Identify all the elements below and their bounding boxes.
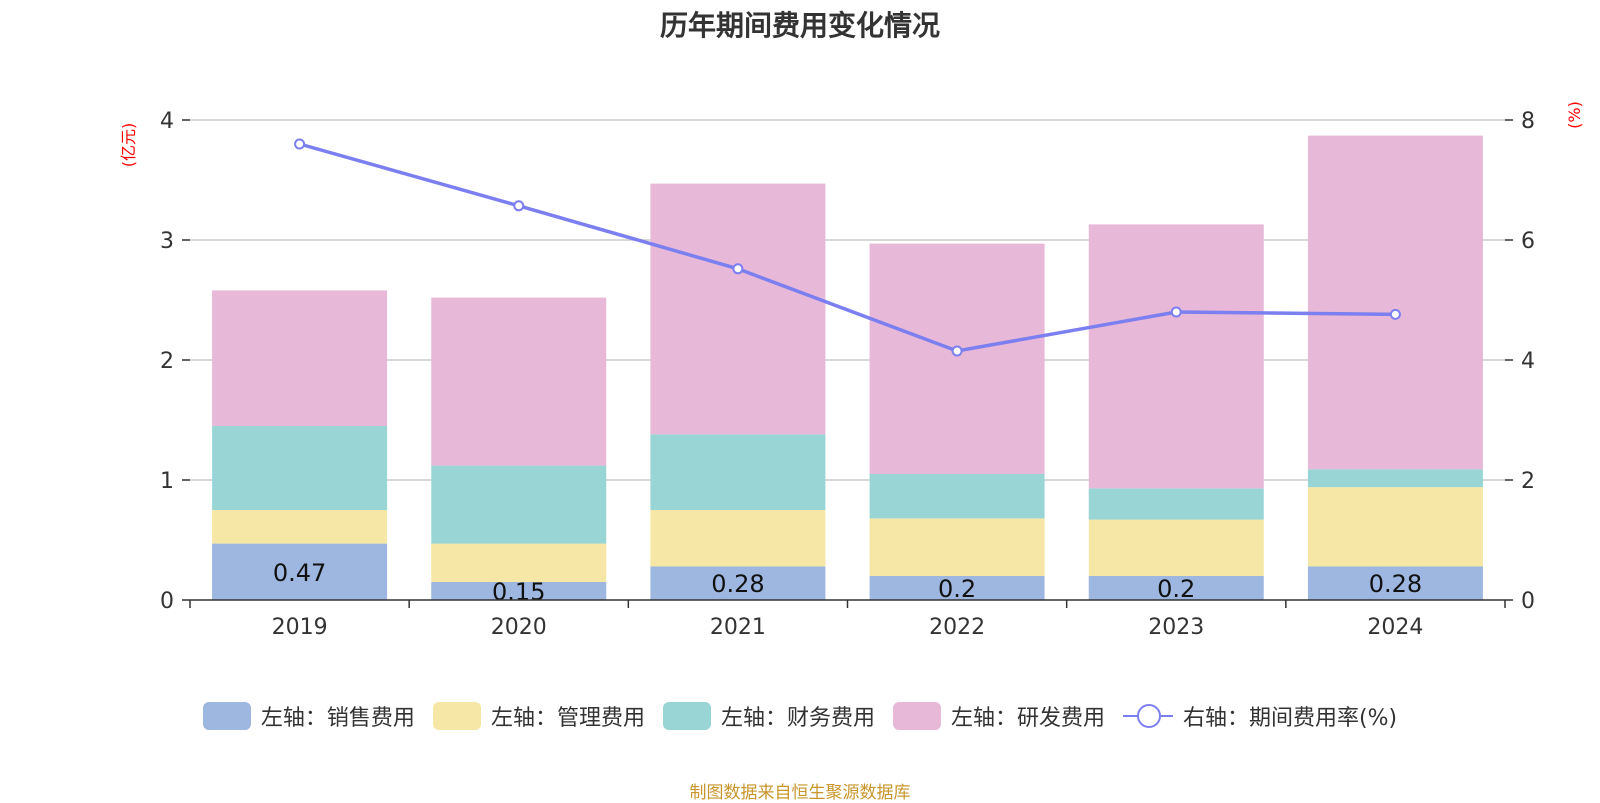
legend-item[interactable]: 右轴：期间费用率(%) [1122, 700, 1398, 732]
legend-label: 右轴：期间费用率(%) [1182, 706, 1398, 731]
bar-segment [650, 183, 826, 435]
y-left-tick-label: 2 [160, 349, 174, 374]
bar-segment [212, 290, 388, 426]
bar-segment [1088, 576, 1264, 600]
legend-swatch [662, 702, 711, 730]
legend-item[interactable]: 左轴：研发费用 [892, 700, 1105, 732]
bar-segment [431, 297, 607, 466]
bar-segment [212, 426, 388, 510]
line-point [732, 263, 744, 275]
bar-segment [1088, 488, 1264, 520]
bar-segment [1307, 135, 1483, 470]
bar-segment [869, 576, 1045, 600]
data-label: 0.28 [711, 570, 764, 598]
legend-label: 左轴：销售费用 [260, 706, 415, 731]
x-tick-label: 2020 [491, 615, 547, 640]
bar-segment [431, 582, 607, 600]
y-left-tick-label: 0 [160, 589, 174, 614]
y-left-tick-label: 1 [160, 469, 174, 494]
data-label: 0.15 [492, 578, 545, 606]
legend-item[interactable]: 左轴：销售费用 [202, 700, 415, 732]
source-note: 制图数据来自恒生聚源数据库 [689, 783, 911, 803]
legend-label: 左轴：研发费用 [950, 706, 1105, 731]
line-series-rate [299, 142, 1396, 353]
bar-segment [1307, 566, 1483, 600]
x-tick-label: 2022 [929, 615, 985, 640]
bar-segment [1307, 469, 1483, 488]
bar-segment [869, 474, 1045, 519]
x-tick-label: 2019 [272, 615, 328, 640]
y-left-tick-label: 4 [160, 109, 174, 134]
legend-swatch [202, 702, 251, 730]
y-right-tick-label: 4 [1521, 349, 1535, 374]
bar-segment [869, 243, 1045, 474]
y-right-tick-label: 2 [1521, 469, 1535, 494]
data-label: 0.2 [1157, 575, 1195, 603]
bar-segment [1088, 224, 1264, 489]
bar-segment [212, 543, 388, 600]
y-right-axis-label: (%) [1565, 101, 1584, 129]
line-point [1170, 306, 1182, 318]
legend-swatch [432, 702, 481, 730]
line-point [1389, 308, 1401, 320]
bar-segment [650, 434, 826, 510]
data-label: 0.47 [273, 559, 326, 587]
x-tick-label: 2021 [710, 615, 766, 640]
legend-label: 左轴：财务费用 [720, 706, 875, 731]
legend-line-marker [1122, 702, 1173, 730]
line-point [951, 345, 963, 357]
data-label: 0.28 [1369, 570, 1422, 598]
data-label: 0.2 [938, 575, 976, 603]
legend-label: 左轴：管理费用 [490, 706, 645, 731]
x-tick-label: 2024 [1367, 615, 1423, 640]
x-tick-label: 2023 [1148, 615, 1204, 640]
bar-segment [650, 566, 826, 600]
legend-item[interactable]: 左轴：财务费用 [662, 700, 875, 732]
legend-item[interactable]: 左轴：管理费用 [432, 700, 645, 732]
y-left-tick-label: 3 [160, 229, 174, 254]
bar-segment [869, 518, 1045, 576]
bar-segment [431, 465, 607, 544]
line-point [513, 200, 525, 212]
y-left-axis-label: (亿元) [119, 123, 138, 168]
bar-segment [1307, 487, 1483, 567]
legend-swatch [892, 702, 941, 730]
y-right-tick-label: 6 [1521, 229, 1535, 254]
line-point [294, 138, 306, 150]
chart-title: 历年期间费用变化情况 [659, 9, 940, 42]
y-right-tick-label: 8 [1521, 109, 1535, 134]
y-right-tick-label: 0 [1521, 589, 1535, 614]
chart-legend: 左轴：销售费用 左轴：管理费用 左轴：财务费用 左轴：研发费用 右轴：期间费用率(%) [0, 700, 1600, 732]
bar-segment [650, 510, 826, 567]
bar-segment [1088, 519, 1264, 576]
bar-segment [431, 543, 607, 582]
bar-segment [212, 510, 388, 544]
